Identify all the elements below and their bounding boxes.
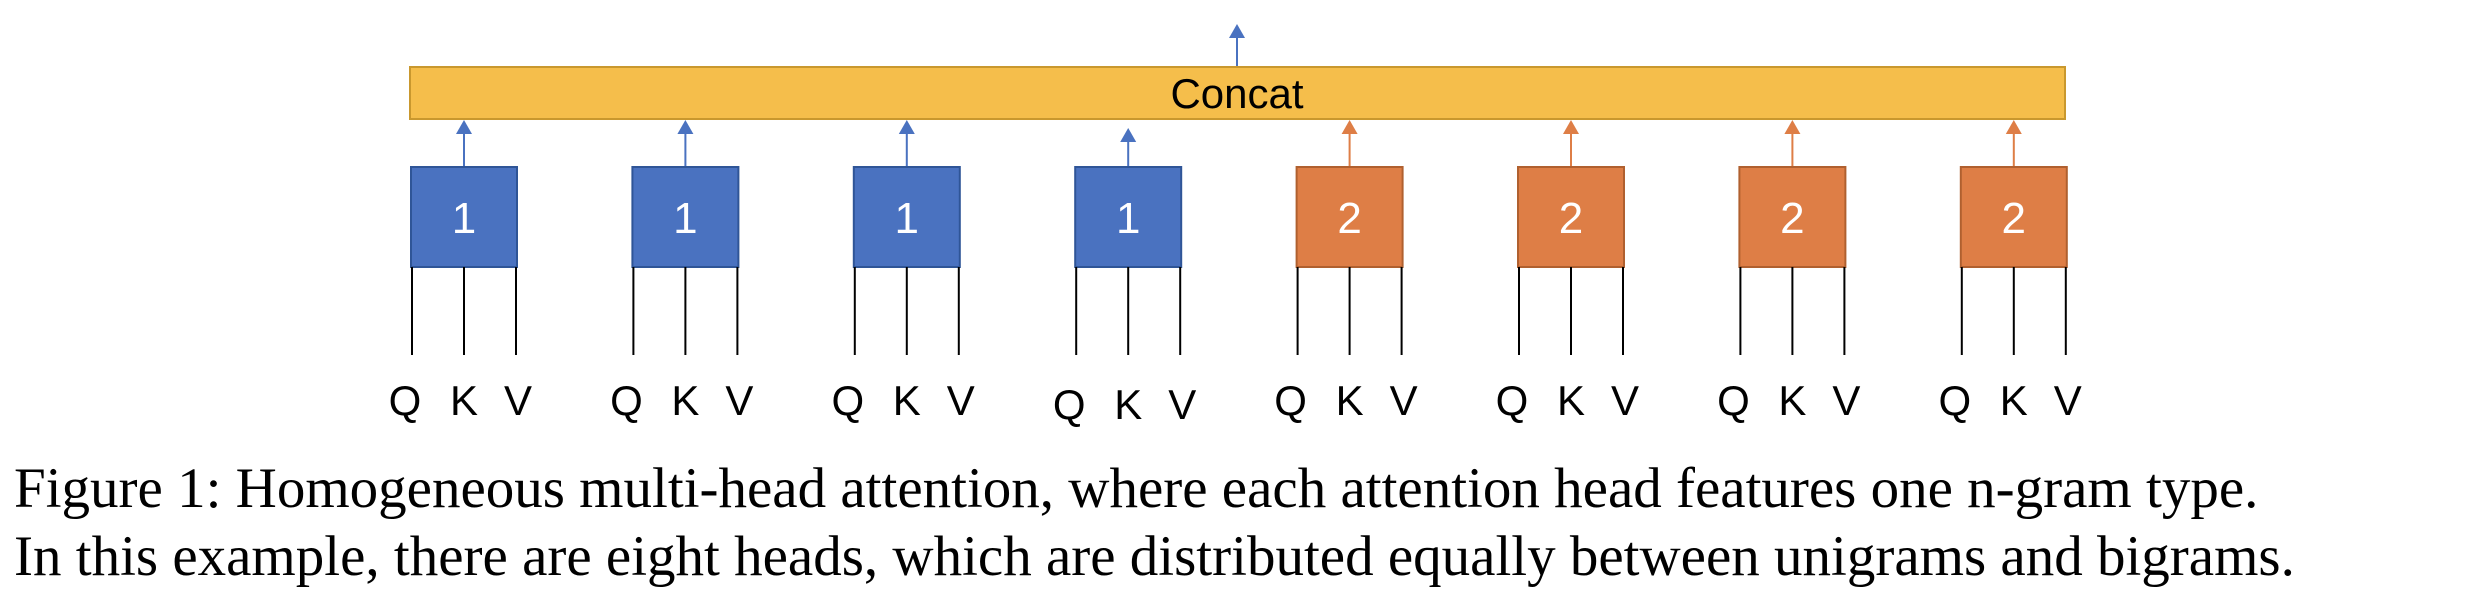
input-label-q: Q bbox=[1938, 377, 1971, 424]
figure-caption-line-1: Figure 1: Homogeneous multi-head attenti… bbox=[14, 457, 2259, 520]
input-label-k: K bbox=[1336, 377, 1364, 424]
head-box-bigram bbox=[1295, 166, 1404, 268]
input-label-q: Q bbox=[389, 377, 422, 424]
head-label: 2 bbox=[2002, 194, 2026, 243]
head-arrow-head bbox=[898, 120, 915, 134]
head-box-unigram bbox=[410, 166, 518, 268]
input-label-v: V bbox=[1390, 377, 1418, 424]
head-box-bigram bbox=[1959, 166, 2068, 268]
head-box-bigram bbox=[1738, 166, 1847, 268]
head-arrow-head bbox=[456, 120, 472, 134]
attention-head-2: 1 Q K V bbox=[610, 120, 753, 424]
head-arrow-head bbox=[1120, 128, 1137, 142]
concat-bar bbox=[409, 66, 2066, 120]
input-label-q: Q bbox=[1053, 381, 1086, 428]
output-arrow-head bbox=[1229, 24, 1245, 38]
attention-head-1: 1 Q K V bbox=[389, 120, 532, 424]
input-label-q: Q bbox=[1274, 377, 1307, 424]
concat-label: Concat bbox=[1170, 70, 1303, 117]
head-label: 1 bbox=[673, 194, 697, 243]
attention-head-3: 1 Q K V bbox=[831, 120, 975, 424]
input-label-k: K bbox=[1557, 377, 1585, 424]
head-arrow-head bbox=[1784, 120, 1801, 134]
input-label-v: V bbox=[947, 377, 975, 424]
head-arrow-head bbox=[2005, 120, 2022, 134]
head-label: 1 bbox=[452, 194, 476, 243]
input-label-q: Q bbox=[610, 377, 643, 424]
attention-head-6: 2 Q K V bbox=[1496, 120, 1639, 424]
head-label: 1 bbox=[895, 194, 919, 243]
attention-head-7: 2 Q K V bbox=[1717, 120, 1860, 424]
figure-caption-line-2: In this example, there are eight heads, … bbox=[14, 525, 2295, 588]
input-label-v: V bbox=[1832, 377, 1860, 424]
input-label-v: V bbox=[1611, 377, 1639, 424]
input-label-k: K bbox=[1778, 377, 1806, 424]
input-label-q: Q bbox=[831, 377, 864, 424]
attention-head-4: 1 Q K V bbox=[1053, 128, 1196, 428]
head-label: 2 bbox=[1337, 194, 1361, 243]
head-label: 2 bbox=[1559, 194, 1583, 243]
input-label-v: V bbox=[2054, 377, 2082, 424]
head-arrow-head bbox=[677, 120, 694, 134]
head-arrow-head bbox=[1341, 120, 1358, 134]
head-arrow-head bbox=[1563, 120, 1579, 134]
input-label-k: K bbox=[893, 377, 921, 424]
input-label-k: K bbox=[2000, 377, 2028, 424]
attention-heads: 1Q K V1Q K V1Q K V1Q K V2Q K V2Q K V2Q K V2Q K V bbox=[389, 120, 2082, 428]
input-label-v: V bbox=[725, 377, 753, 424]
input-label-q: Q bbox=[1717, 377, 1750, 424]
head-box-unigram bbox=[631, 166, 740, 268]
input-label-k: K bbox=[671, 377, 699, 424]
multi-head-attention-diagram: Concat 1Q K V1Q K V1Q K V1Q K V2Q K V2Q K V2Q K V2Q K V bbox=[389, 24, 2082, 428]
head-label: 1 bbox=[1116, 194, 1140, 243]
input-label-v: V bbox=[504, 377, 532, 424]
head-box-unigram bbox=[852, 166, 961, 268]
head-label: 2 bbox=[1780, 194, 1804, 243]
input-label-k: K bbox=[450, 377, 478, 424]
attention-head-5: 2 Q K V bbox=[1274, 120, 1418, 424]
input-label-k: K bbox=[1114, 381, 1142, 428]
attention-head-8: 2 Q K V bbox=[1938, 120, 2082, 424]
input-label-q: Q bbox=[1496, 377, 1529, 424]
input-label-v: V bbox=[1168, 381, 1196, 428]
head-box-unigram bbox=[1074, 166, 1183, 268]
